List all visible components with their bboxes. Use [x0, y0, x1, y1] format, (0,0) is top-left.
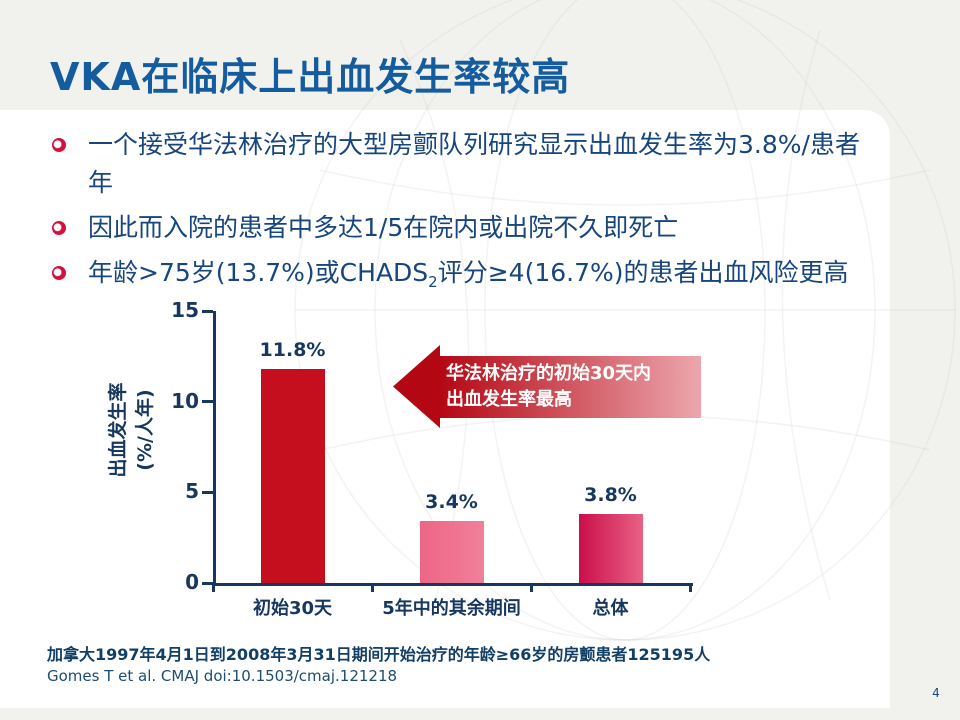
category-label: 5年中的其余期间 — [382, 598, 521, 619]
bullet-marker-icon — [52, 266, 66, 280]
y-axis-tick — [202, 581, 213, 585]
x-axis-tick — [529, 583, 533, 592]
bullet-item: 一个接受华法林治疗的大型房颤队列研究显示出血发生率为3.8%/患者年 — [52, 126, 868, 202]
y-tick-label: 15 — [171, 298, 199, 322]
bullet-text: 年龄>75岁(13.7%)或CHADS2评分≥4(16.7%)的患者出血风险更高 — [88, 258, 849, 291]
page-number: 4 — [932, 686, 940, 700]
y-axis-tick — [202, 490, 213, 494]
annotation-text-line2: 出血发生率最高 — [446, 389, 572, 410]
category-label: 初始30天 — [252, 598, 333, 619]
citation: Gomes T et al. CMAJ doi:10.1503/cmaj.121… — [47, 667, 398, 685]
chads-subscript: 2 — [428, 273, 438, 291]
bar-value-label: 11.8% — [259, 339, 326, 362]
bullet-text: 一个接受华法林治疗的大型房颤队列研究显示出血发生率为3.8%/患者年 — [88, 130, 860, 197]
bullet-item: 因此而入院的患者中多达1/5在院内或出院不久即死亡 — [52, 209, 868, 247]
category-label: 总体 — [592, 598, 629, 619]
y-axis-title: 出血发生率 (%/人年) — [107, 382, 156, 478]
slide-title: VKA在临床上出血发生率较高 — [50, 55, 571, 99]
bar-value-label: 3.8% — [584, 484, 637, 507]
annotation-text-line1: 华法林治疗的初始30天内 — [446, 363, 652, 384]
y-tick-label: 0 — [185, 570, 199, 594]
y-axis-tick — [202, 309, 213, 313]
bar — [260, 369, 325, 583]
bar — [419, 521, 484, 583]
bullet-text: 因此而入院的患者中多达1/5在院内或出院不久即死亡 — [88, 213, 679, 242]
bullet-marker-icon — [52, 138, 66, 152]
x-axis-tick — [211, 583, 215, 592]
bullet-marker-icon — [52, 221, 66, 235]
x-axis-tick — [688, 583, 692, 592]
y-tick-label: 10 — [171, 388, 199, 413]
bullet-item: 年龄>75岁(13.7%)或CHADS2评分≥4(16.7%)的患者出血风险更高 — [52, 254, 868, 292]
study-footnote: 加拿大1997年4月1日到2008年3月31日期间开始治疗的年龄≥66岁的房颤患… — [47, 645, 711, 664]
bar-value-label: 3.4% — [425, 491, 478, 514]
x-axis-tick — [370, 583, 374, 592]
bar — [578, 514, 643, 583]
annotation-callout: 华法林治疗的初始30天内 出血发生率最高 — [439, 356, 701, 418]
y-tick-label: 5 — [185, 479, 199, 504]
bullet-list: 一个接受华法林治疗的大型房颤队列研究显示出血发生率为3.8%/患者年 因此而入院… — [52, 126, 868, 299]
plot-area — [213, 311, 693, 586]
y-axis-tick — [202, 400, 213, 404]
